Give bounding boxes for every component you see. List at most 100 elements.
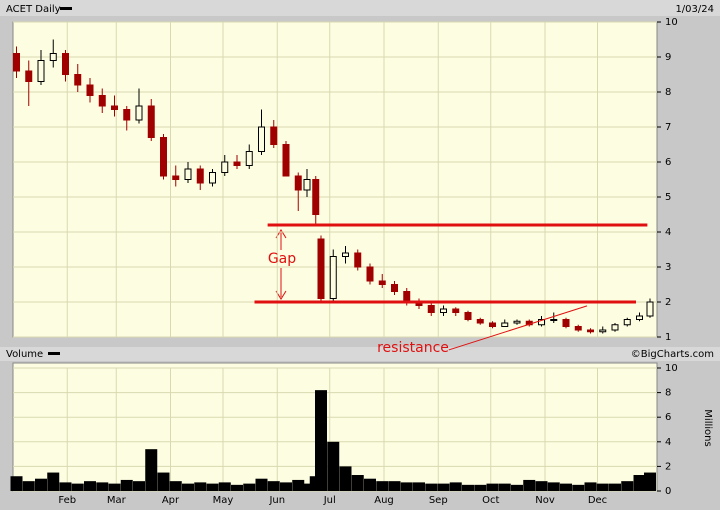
y-tick-label: 2 <box>665 461 671 472</box>
candle-body <box>196 168 204 184</box>
volume-bar <box>474 484 487 491</box>
candle-body <box>550 319 558 321</box>
candle-body <box>98 95 106 107</box>
legend-swatch <box>60 7 72 10</box>
volume-bar <box>535 481 548 491</box>
candle-body <box>86 84 94 96</box>
volume-bar <box>301 483 313 491</box>
volume-bar <box>413 482 425 491</box>
volume-bar <box>351 475 364 491</box>
candle-body <box>452 308 460 313</box>
volume-bar <box>547 482 560 491</box>
volume-bar <box>425 483 438 491</box>
candle-body <box>378 280 386 285</box>
candle-body <box>366 266 374 282</box>
volume-bar <box>486 483 499 491</box>
candle-body <box>245 151 253 166</box>
volume-bar <box>633 475 646 491</box>
volume-bar <box>22 481 35 491</box>
candle-body <box>489 322 496 327</box>
y-tick-label: 4 <box>665 437 671 448</box>
volume-bar <box>388 481 401 491</box>
candle-body <box>184 168 192 180</box>
credit: ©BigCharts.com <box>631 349 714 360</box>
candle-body <box>317 238 325 299</box>
candle-body <box>354 252 362 268</box>
y-tick-label: 10 <box>665 17 678 28</box>
candle-body <box>427 305 435 313</box>
candle-body <box>258 126 265 152</box>
volume-bar <box>449 482 462 491</box>
y-tick-label: 6 <box>665 157 671 168</box>
volume-bar <box>560 483 572 491</box>
volume-bar <box>280 482 292 491</box>
volume-bar <box>315 390 327 491</box>
x-tick-label: Aug <box>374 495 394 506</box>
candle-body <box>160 137 167 177</box>
candle-body <box>123 109 131 121</box>
candle-body <box>111 105 118 110</box>
volume-title: Volume <box>6 349 43 360</box>
volume-bar <box>584 482 597 491</box>
gap-label: Gap <box>268 251 296 267</box>
volume-bar <box>243 483 256 491</box>
volume-bar <box>157 472 170 491</box>
x-tick-label: Dec <box>588 495 607 506</box>
candle-body <box>391 284 398 292</box>
candle-body <box>233 161 241 166</box>
candle-body <box>147 105 155 138</box>
volume-bar <box>120 479 133 491</box>
volume-bar <box>498 483 511 491</box>
candle-body <box>611 324 619 331</box>
y-tick-label: 9 <box>665 52 671 63</box>
volume-bar <box>47 472 60 491</box>
volume-bar <box>169 481 182 491</box>
candle-body <box>135 105 143 121</box>
x-tick-label: Jun <box>268 495 285 506</box>
y-tick-label: 5 <box>665 192 671 203</box>
volume-bar <box>96 482 109 491</box>
candle-body <box>403 291 411 303</box>
volume-bar <box>644 472 656 491</box>
volume-bar <box>621 481 634 491</box>
candle-body <box>172 175 180 180</box>
candle-body <box>501 322 509 327</box>
candle-body <box>587 329 594 333</box>
volume-bar <box>182 483 194 491</box>
volume-bar <box>218 482 231 491</box>
gap-label-bg <box>265 250 299 268</box>
candle-body <box>282 144 290 177</box>
x-tick-label: Nov <box>535 495 555 506</box>
volume-bar <box>572 484 585 491</box>
volume-bar <box>596 483 609 491</box>
volume-bar <box>292 479 305 491</box>
volume-bar <box>339 466 352 491</box>
y-tick-label: 2 <box>665 297 671 308</box>
x-tick-label: Mar <box>107 495 127 506</box>
candle-body <box>294 175 302 191</box>
volume-bar <box>71 483 84 491</box>
volume-bar <box>231 484 243 491</box>
volume-bar <box>145 449 158 491</box>
y-tick-label: 6 <box>665 412 671 423</box>
volume-bar <box>35 478 47 491</box>
chart-title: ACET Daily <box>6 4 61 15</box>
y-tick-label: 8 <box>665 388 671 399</box>
y-axis-label: Millions <box>702 409 713 446</box>
volume-bar <box>10 476 23 491</box>
legend-swatch <box>48 352 60 355</box>
candle-body <box>599 329 607 333</box>
candle-body <box>221 161 229 173</box>
candle-body <box>562 319 570 327</box>
volume-bar <box>108 483 121 491</box>
volume-bar <box>609 483 621 491</box>
candle-body <box>623 319 631 326</box>
candle-body <box>62 53 69 75</box>
volume-bar <box>267 481 280 491</box>
trend-line <box>448 305 588 351</box>
candle-body <box>342 252 349 257</box>
trend-label: resistance <box>377 340 449 356</box>
candle-body <box>636 315 643 320</box>
volume-bar <box>194 482 207 491</box>
